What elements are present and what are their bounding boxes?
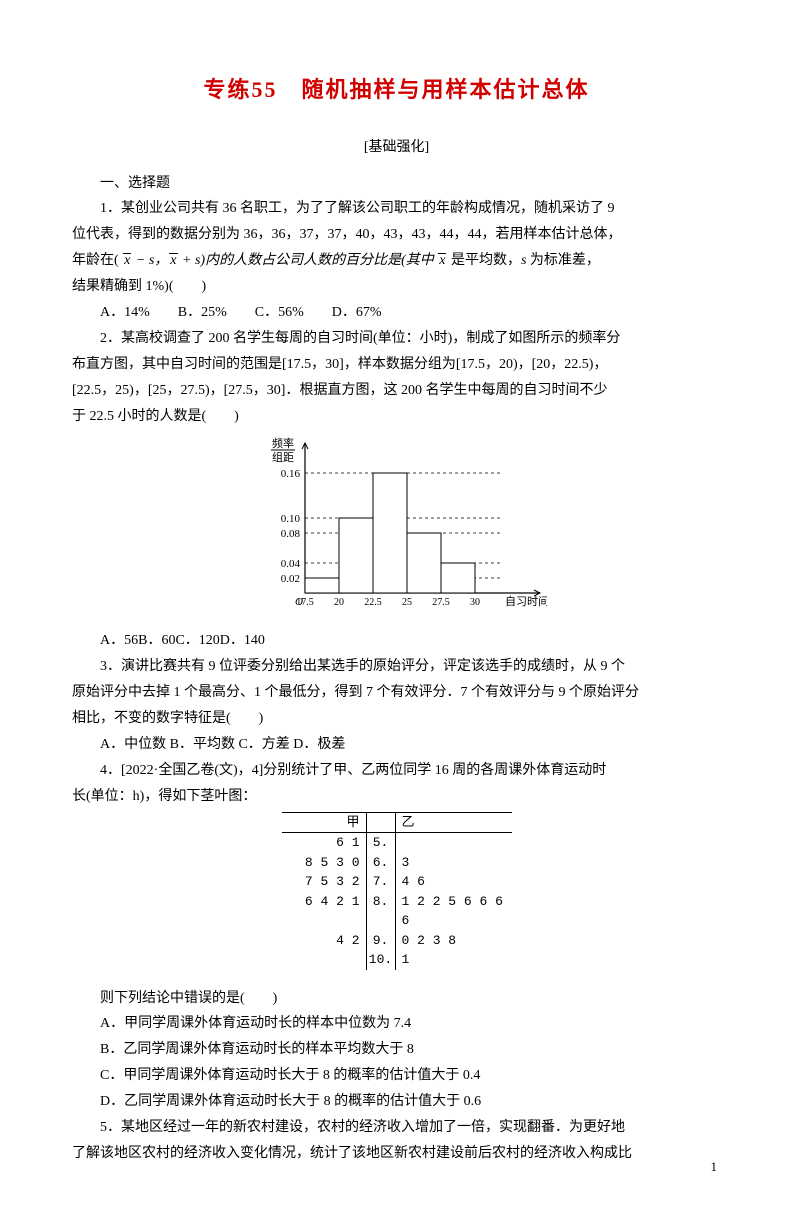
xbar-icon: x [123,253,131,268]
q2-answers: A．56B．60C．120D．140 [72,628,721,654]
q4-line1: 4．[2022·全国乙卷(文)，4]分别统计了甲、乙两位同学 16 周的各周课外… [72,758,721,784]
q2-line4: 于 22.5 小时的人数是( ) [72,404,721,430]
stemleaf-row: 8 5 3 06.3 [282,853,512,873]
q5-line2: 了解该地区农村的经济收入变化情况，统计了该地区新农村建设前后农村的经济收入构成比 [72,1141,721,1167]
page-title: 专练55 随机抽样与用样本估计总体 [72,70,721,111]
q4-opt-a: A．甲同学周课外体育运动时长的样本中位数为 7.4 [72,1011,721,1037]
page-number: 1 [711,1155,718,1179]
svg-text:0.02: 0.02 [280,573,299,585]
q5-line1: 5．某地区经过一年的新农村建设，农村的经济收入增加了一倍，实现翻番．为更好地 [72,1115,721,1141]
histogram-chart: 频率组距O0.020.040.080.100.1617.52022.52527.… [72,433,721,628]
q1-line3: 年龄在( x − s，x + s)内的人数占公司人数的百分比是(其中 x 是平均… [72,248,721,274]
svg-text:22.5: 22.5 [364,597,382,608]
svg-text:频率: 频率 [272,436,294,450]
q2-line3: [22.5，25)，[25，27.5)，[27.5，30]．根据直方图，这 20… [72,378,721,404]
q2-line2: 布直方图，其中自习时间的范围是[17.5，30]，样本数据分组为[17.5，20… [72,352,721,378]
q3-answers: A．中位数 B．平均数 C．方差 D．极差 [72,732,721,758]
stemleaf-plot: 甲 乙6 15.8 5 3 06.37 5 3 27.4 66 4 2 18.1 … [72,812,721,980]
q4-opt-d: D．乙同学周课外体育运动时长大于 8 的概率的估计值大于 0.6 [72,1089,721,1115]
stemleaf-row: 4 29.0 2 3 8 [282,931,512,951]
svg-text:0.04: 0.04 [280,558,300,570]
svg-text:30: 30 [470,597,480,608]
q3-line1: 3．演讲比赛共有 9 位评委分别给出某选手的原始评分，评定该选手的成绩时，从 9… [72,654,721,680]
svg-text:自习时间/小时: 自习时间/小时 [505,595,547,608]
stemleaf-head-right: 乙 [396,813,512,833]
q1-answers: A．14% B．25% C．56% D．67% [72,300,721,326]
q1-line2: 位代表，得到的数据分别为 36，36，37，37，40，43，43，44，44，… [72,222,721,248]
xbar-icon: x [169,253,177,268]
stemleaf-row: 10.1 [282,950,512,970]
section-subhead: [基础强化] [72,135,721,161]
svg-text:20: 20 [334,597,344,608]
section-heading-1: 一、选择题 [72,171,721,197]
svg-text:0.16: 0.16 [280,468,300,480]
q4-opt-b: B．乙同学周课外体育运动时长的样本平均数大于 8 [72,1037,721,1063]
q2-line1: 2．某高校调查了 200 名学生每周的自习时间(单位：小时)，制成了如图所示的频… [72,326,721,352]
q1-line4: 结果精确到 1%)( ) [72,274,721,300]
svg-text:0.08: 0.08 [280,528,300,540]
q3-line2: 原始评分中去掉 1 个最高分、1 个最低分，得到 7 个有效评分．7 个有效评分… [72,680,721,706]
svg-text:0.10: 0.10 [280,513,300,525]
q4-prompt: 则下列结论中错误的是( ) [72,986,721,1012]
svg-text:25: 25 [402,597,412,608]
xbar-icon: x [438,253,446,268]
svg-text:27.5: 27.5 [432,597,450,608]
stemleaf-row: 7 5 3 27.4 6 [282,872,512,892]
stemleaf-row: 6 15. [282,833,512,853]
q4-opt-c: C．甲同学周课外体育运动时长大于 8 的概率的估计值大于 0.4 [72,1063,721,1089]
q1-line1: 1．某创业公司共有 36 名职工，为了了解该公司职工的年龄构成情况，随机采访了 … [72,196,721,222]
stemleaf-row: 6 4 2 18.1 2 2 5 6 6 6 6 [282,892,512,931]
svg-text:17.5: 17.5 [296,597,314,608]
stemleaf-head-left: 甲 [282,813,366,833]
q3-line3: 相比，不变的数字特征是( ) [72,706,721,732]
svg-text:组距: 组距 [272,450,294,464]
q4-line2: 长(单位：h)，得如下茎叶图： [72,784,721,810]
